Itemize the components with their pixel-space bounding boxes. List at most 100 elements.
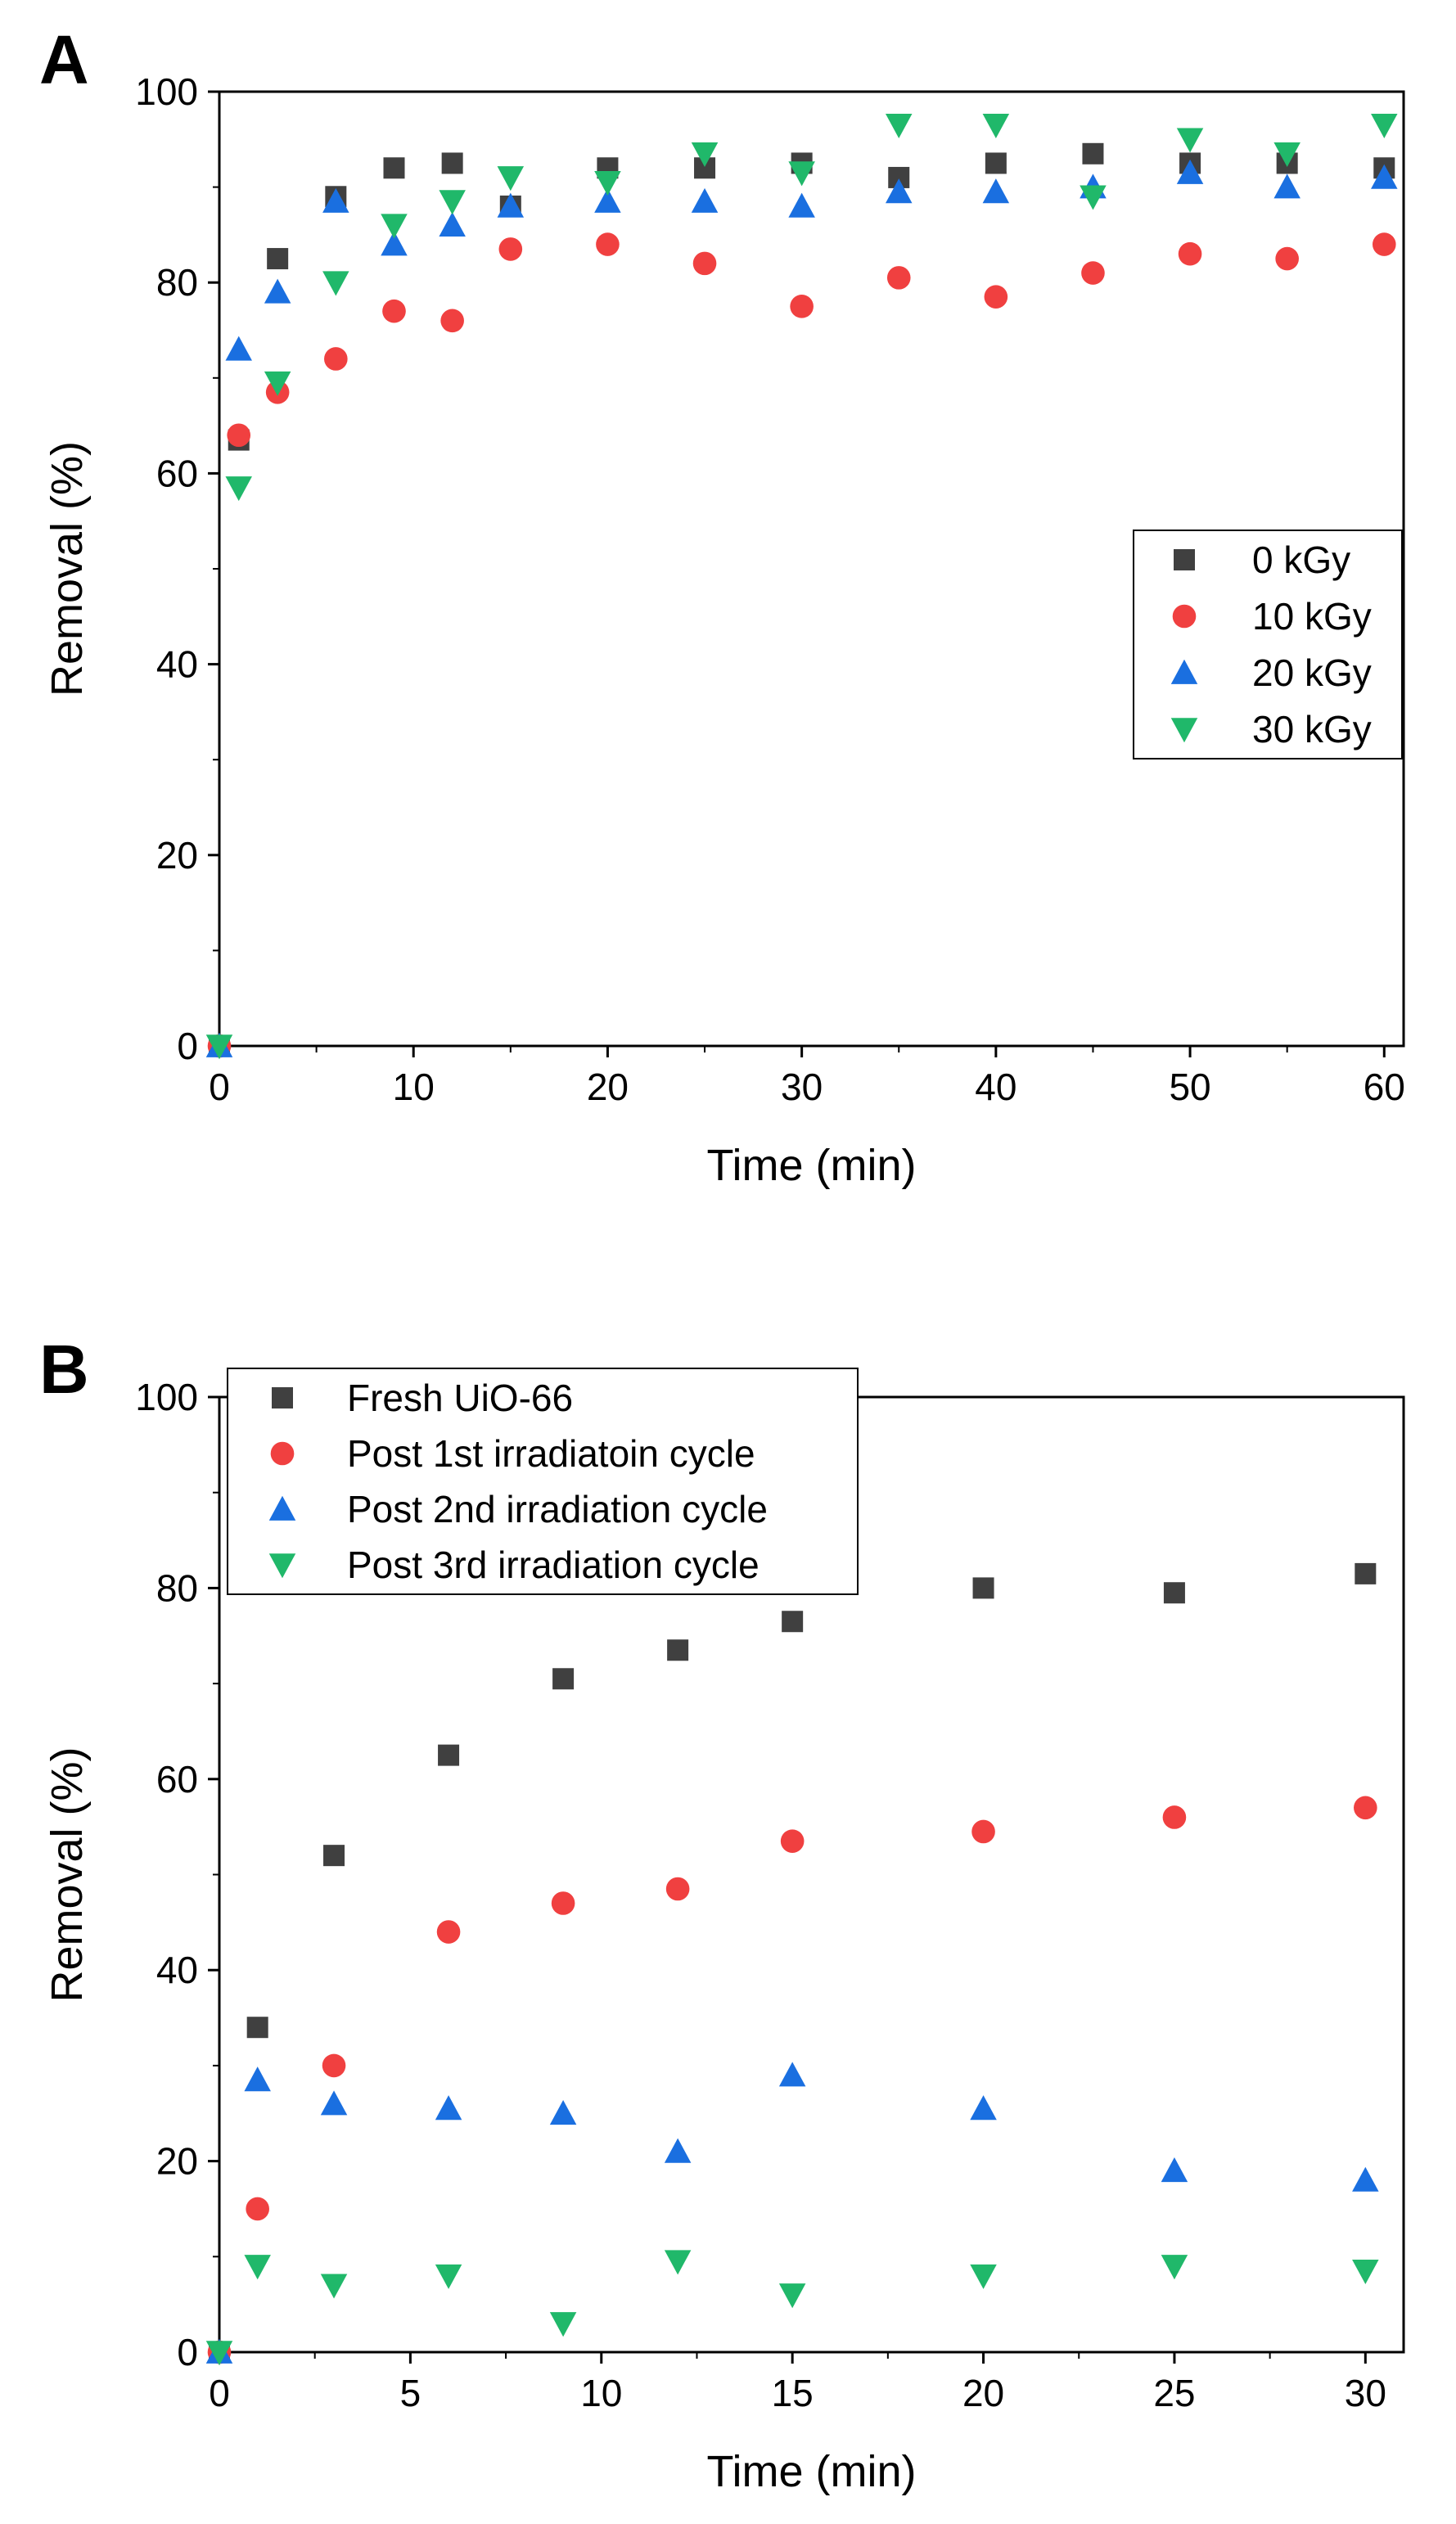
panel-a-series-4-point [497,166,525,192]
panel-a-series-4-point [322,271,349,296]
panel-a-series-4-point [264,371,291,396]
panel-b-series-4-point [778,2283,806,2309]
panel-b-x-tick-label: 20 [962,2372,1004,2414]
panel-b-series-3-point [970,2095,997,2121]
panel-b-y-axis-title: Removal (%) [43,1747,92,2002]
panel-b-legend-marker [268,1495,296,1521]
panel-b-series-2-point [436,1920,461,1944]
panel-a-series-1-point [985,152,1007,174]
panel-a-series-1-point [383,157,405,179]
panel-a-series-4-point [439,190,466,215]
panel-a-series-3-point [1176,159,1204,184]
panel-a-series-2-point [1178,241,1202,266]
panel-a-series-4-point [691,142,719,168]
panel-a-y-tick-label: 20 [156,834,198,877]
panel-b-legend-marker [270,1441,295,1466]
panel-a-series-4-point [225,476,252,502]
panel-b-series-1-point [246,2017,268,2039]
panel-a-series-4-point [1176,128,1204,153]
panel-b-y-tick-label: 60 [156,1758,198,1801]
panel-a-series-4-point [788,161,815,187]
panel-a-x-axis-title: Time (min) [707,1141,917,1190]
panel-a-series-2-point [790,295,814,318]
panel-b-x-tick-label: 0 [209,2372,230,2414]
panel-a-series-4-point [594,170,621,196]
panel-a-series-3-point [788,192,815,218]
panel-b-series-1-point [552,1668,575,1690]
panel-a-letter: A [39,21,89,98]
panel-a-series-3 [205,159,1398,1057]
panel-b-series-1-point [438,1744,460,1766]
panel-a-x-tick-label: 60 [1364,1066,1405,1108]
panel-b-series-2-point [1354,1796,1377,1820]
panel-b-legend-label: Fresh UiO-66 [347,1377,573,1419]
panel-b-series-1 [209,1562,1377,2363]
panel-a-y-tick-label: 80 [156,261,198,304]
panel-b-legend: Fresh UiO-66 Post 1st irradiatoin cycle Po… [227,1368,859,1595]
panel-b-x-tick-label: 15 [772,2372,814,2414]
panel-b-series-3-point [549,2100,577,2125]
panel-b-y-tick-label: 80 [156,1566,198,1609]
panel-b-series-3-point [320,2090,348,2116]
panel-a-series-3-point [225,336,252,361]
panel-a-legend-label: 20 kGy [1252,651,1372,694]
panel-b-legend-label: Post 1st irradiatoin cycle [347,1432,755,1475]
panel-a-series-4 [205,113,1398,1060]
panel-b-series-2-point [246,2197,269,2221]
panel-a-series-3-point [885,178,913,204]
panel-a-series-4-point [381,214,408,239]
panel-b-series-1-point [667,1639,689,1661]
panel-b-series-2-point [551,1891,575,1915]
panel-b-x-tick-label: 5 [400,2372,421,2414]
panel-b-legend-label: Post 2nd irradiation cycle [347,1488,768,1530]
panel-a-series-2-point [692,251,717,276]
panel-b-series-3-point [244,2067,271,2092]
panel-b-legend-box [227,1368,859,1595]
panel-b-series-4-point [664,2250,692,2275]
panel-a-legend: 0 kGy 10 kGy 20 kGy 30 kGy [1133,530,1403,759]
panel-b-series-2-point [665,1877,690,1901]
panel-a-series-3-point [439,211,466,237]
panel-a-x-tick-label: 10 [393,1066,435,1108]
panel-b-series-3-point [664,2138,692,2163]
panel-b-series-2-point [1162,1805,1187,1829]
panel-a-legend-label: 0 kGy [1252,539,1350,581]
panel-b-series-2-point [322,2053,346,2078]
panel-b-series-1-point [323,1845,345,1867]
panel-a-series-4-point [885,113,913,139]
panel-a-series-2-point [227,423,251,448]
panel-a-y-tick-label: 40 [156,643,198,686]
panel-a-legend-marker [1174,549,1195,570]
panel-b-series-3-point [778,2062,806,2087]
panel-a-legend-label: 30 kGy [1252,708,1372,750]
panel-a-x-tick-label: 30 [781,1066,823,1108]
panel-a-y-axis-title: Removal (%) [43,441,92,696]
panel-b-series-1-point [972,1577,994,1599]
panel-a-series-3-point [381,231,408,256]
panel-b-series-4-point [1352,2259,1379,2285]
panel-b-series-3-point [435,2095,462,2121]
panel-a-series-3-point [1371,164,1398,189]
panel-b-series-3-point [1161,2157,1188,2183]
panel-a-series-2-point [1275,246,1299,271]
panel-a-series-1-point [1082,142,1104,165]
panel-b-series-4-point [970,2264,997,2289]
panel-a-series-3-point [691,187,719,213]
panel-a-y-tick-label: 60 [156,452,198,494]
panel-b-series-1-point [1163,1582,1185,1604]
panel-a-series-2-point [382,299,406,323]
panel-b-series-3-point [1352,2166,1379,2192]
panel-a-series-2-point [440,309,464,333]
panel-b-series-4 [205,2250,1379,2366]
panel-a-series-2-point [596,232,620,256]
panel-a-series-3-point [497,192,525,218]
panel-a-series-2-point [324,347,348,371]
panel-b-series-3 [205,2062,1379,2364]
panel-b-x-axis-title: Time (min) [707,2447,917,2496]
panel-a-x-tick-label: 50 [1169,1066,1210,1108]
panel-a-y-tick-label: 100 [135,70,198,113]
panel-a-series-3-point [322,187,349,213]
panel-a-series-2-point [1081,261,1105,285]
panel-b-series-4-point [435,2264,462,2289]
